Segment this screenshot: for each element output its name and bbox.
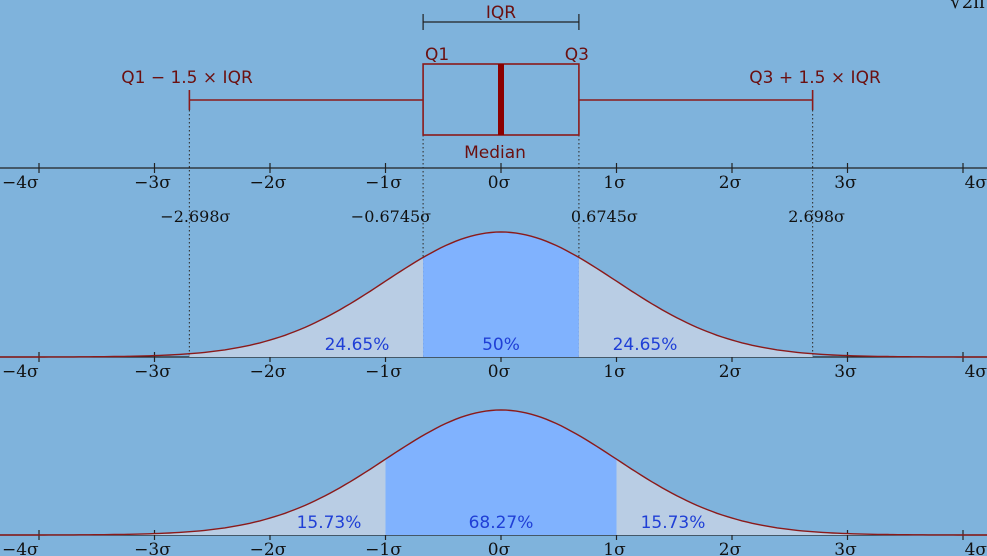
region-percent-label: 50% [482, 335, 520, 355]
density-region [189, 257, 424, 357]
density-curve [0, 409, 987, 536]
tick-label: 1σ [603, 362, 626, 382]
region-percent-label: 24.65% [613, 335, 678, 355]
tick-label: −1σ [365, 362, 402, 382]
tick-label: 4σ [965, 362, 987, 382]
tick-label: 3σ [834, 362, 857, 382]
tick-label: 2σ [719, 540, 742, 556]
tick-label: −4σ [2, 173, 39, 193]
tick-label: 2σ [719, 173, 742, 193]
tick-label: −3σ [134, 362, 171, 382]
q1-label: Q1 [425, 45, 449, 65]
tick-label: 4σ [965, 540, 987, 556]
region-percent-label: 15.73% [641, 513, 706, 533]
iqr-label: IQR [486, 3, 516, 23]
density-curve [0, 231, 987, 358]
tick-label: −1σ [365, 540, 402, 556]
tick-label: 3σ [834, 540, 857, 556]
tick-label: −1σ [365, 173, 402, 193]
tick-label: 3σ [834, 173, 857, 193]
tick-label: 1σ [603, 173, 626, 193]
region-percent-label: 68.27% [469, 513, 534, 533]
tick-label: 0σ [488, 362, 511, 382]
tick-label: 0σ [488, 173, 511, 193]
tick-label: −4σ [2, 362, 39, 382]
density-region [616, 459, 963, 535]
fence-value-label: −2.698σ [160, 207, 230, 226]
lower-whisker-label: Q1 − 1.5 × IQR [121, 68, 253, 88]
tick-label: 4σ [965, 173, 987, 193]
fence-value-label: 2.698σ [788, 207, 845, 226]
density-region [385, 410, 617, 535]
quartile-density-panel: 24.65% 50% 24.65% [0, 231, 987, 358]
tick-label: −2σ [250, 173, 287, 193]
density-region [578, 257, 813, 357]
sigma-density-panel: 15.73% 68.27% 15.73% [0, 409, 987, 536]
upper-whisker-label: Q3 + 1.5 × IQR [749, 68, 881, 88]
fence-value-label: −0.6745σ [351, 207, 431, 226]
tick-label: 0σ [488, 540, 511, 556]
density-region [423, 232, 579, 357]
formula-fragment: √2π [950, 0, 985, 13]
tick-label: 1σ [603, 540, 626, 556]
tick-label: −3σ [134, 173, 171, 193]
median-label: Median [464, 143, 526, 163]
sigma-axes: −4σ −3σ −2σ −1σ 0σ 1σ 2σ 3σ 4σ −4σ −3σ −2σ −1σ 0σ 1σ 2σ… [0, 163, 987, 556]
tick-label: 2σ [719, 362, 742, 382]
region-percent-label: 15.73% [297, 513, 362, 533]
fence-value-labels: −2.698σ −0.6745σ 0.6745σ 2.698σ [160, 207, 845, 226]
q3-label: Q3 [565, 45, 589, 65]
fence-value-label: 0.6745σ [571, 207, 638, 226]
tick-label: −2σ [250, 540, 287, 556]
box-plot: IQR Q1 Q3 Median Q1 − 1.5 × IQR Q3 + 1.5… [121, 3, 881, 163]
tick-label: −3σ [134, 540, 171, 556]
tick-label: −2σ [250, 362, 287, 382]
region-percent-label: 24.65% [325, 335, 390, 355]
tick-label: −4σ [2, 540, 39, 556]
density-region [39, 459, 386, 535]
